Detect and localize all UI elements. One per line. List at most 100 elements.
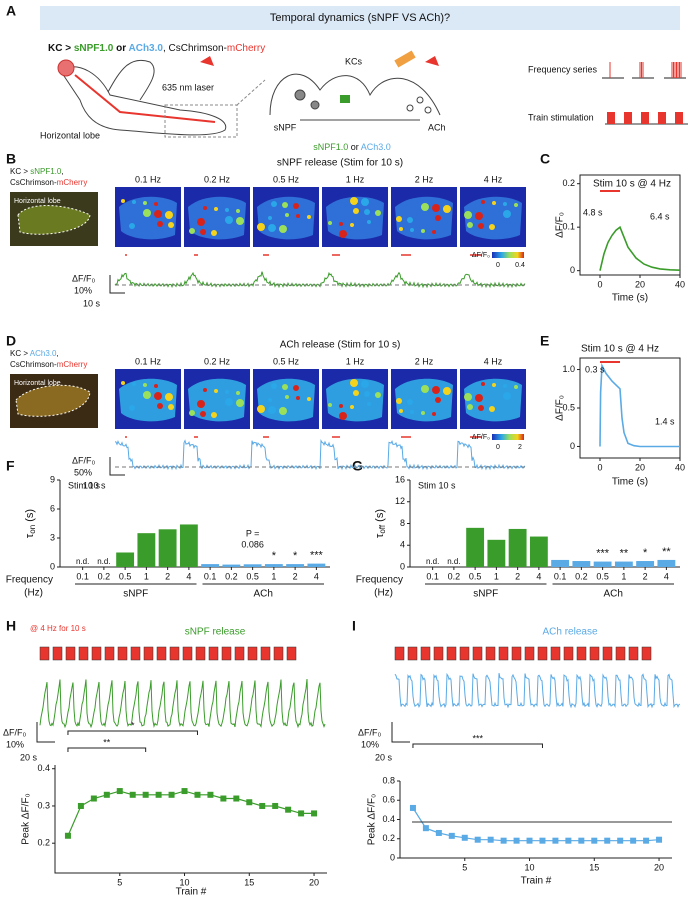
bar [201, 564, 220, 567]
pulse-train [550, 646, 561, 661]
colorbar-label: ΔF/F₀ [472, 434, 490, 441]
pulse-train [524, 646, 535, 661]
pulse-train [459, 646, 470, 661]
heatmap-spot [225, 216, 233, 224]
heatmap-spot [157, 221, 163, 227]
group-label: ACh [254, 589, 273, 600]
heatmap-spot [154, 210, 162, 218]
x-tick-label: 0.2 [225, 571, 238, 581]
heatmap-spot [396, 398, 402, 404]
panel-title: sNPF release (Stim for 10 s) [277, 158, 403, 169]
data-line [67, 790, 314, 837]
data-point [513, 837, 520, 844]
pulse-train [658, 112, 666, 124]
scale-label: 50% [74, 467, 92, 477]
heatmap-spot [432, 412, 436, 416]
x-tick-label: 0 [597, 462, 602, 472]
pulse-train [273, 646, 284, 661]
pulse-train [511, 646, 522, 661]
lobe-outline [15, 384, 91, 417]
data-point [435, 829, 442, 836]
y-axis-label: ΔF/F₀ [555, 212, 566, 238]
heatmap-spot [168, 404, 174, 410]
x-tick-label: 10 [180, 877, 190, 887]
data-point [220, 795, 227, 802]
genotype: KC > sNPF1.0, [10, 167, 64, 176]
heatmap-spot [211, 412, 217, 418]
heatmap-spot [154, 384, 158, 388]
data-point [552, 837, 559, 844]
pulse-train [286, 646, 297, 661]
heatmap-spot [421, 203, 429, 211]
data-point [604, 837, 611, 844]
significance-bracket [67, 747, 147, 752]
trace [39, 678, 326, 729]
bar [636, 561, 655, 567]
pulse-train [394, 646, 405, 661]
data-point [578, 837, 585, 844]
heatmap-spot [132, 200, 136, 204]
chart-title: ACh release [542, 627, 597, 638]
heatmap-spot [503, 392, 511, 400]
heatmap-spot [339, 404, 343, 408]
x-tick-label: 5 [462, 862, 467, 872]
significance-label: * [272, 550, 277, 562]
heatmap-spot [399, 227, 403, 231]
pulse-train [607, 112, 615, 124]
heatmap-spot [339, 412, 347, 420]
heatmap-spot [503, 384, 507, 388]
significance-label: *** [596, 547, 610, 559]
bar [614, 561, 633, 567]
data-point [409, 804, 416, 811]
heatmap-spot [443, 205, 451, 213]
lobe-label: Horizontal lobe [14, 198, 61, 205]
heatmap-spot [350, 379, 358, 387]
significance-label: * [293, 550, 298, 562]
data-point [129, 791, 136, 798]
data-point [116, 788, 123, 795]
heatmap-tissue [119, 196, 177, 240]
bar [158, 529, 177, 567]
bar [222, 564, 241, 567]
x-tick-label: 4 [664, 571, 669, 581]
group-label: sNPF [123, 589, 148, 600]
scale-label: 10 s [83, 298, 101, 308]
frequency-label: 0.5 Hz [273, 174, 300, 184]
heatmap-spot [407, 399, 413, 405]
pulse-train [78, 646, 89, 661]
y-axis-label-part: off [378, 524, 387, 534]
pulse-train [182, 646, 193, 661]
x-tick-label: 15 [589, 862, 599, 872]
colorbar-tick: 0 [496, 262, 500, 269]
x-tick-label: 20 [654, 862, 664, 872]
pulse-train [675, 112, 683, 124]
x-tick-label: 0.2 [98, 571, 111, 581]
y-tick-label: 0.4 [37, 763, 50, 773]
pulse-train [641, 112, 649, 124]
heatmap-spot [211, 230, 217, 236]
data-line [599, 225, 681, 271]
heatmap-spot [285, 395, 289, 399]
panel-label: E [540, 333, 549, 349]
significance-bracket [412, 743, 543, 748]
data-point [474, 836, 481, 843]
data-point [448, 832, 455, 839]
bar [487, 539, 506, 567]
heatmap-spot [443, 387, 451, 395]
heatmap-spot [143, 209, 151, 217]
annotation: 6.4 s [650, 211, 670, 221]
pulse-train [433, 646, 444, 661]
axes [579, 174, 681, 276]
heatmap-spot [257, 223, 265, 231]
heatmap-spot [214, 389, 218, 393]
data-point [64, 832, 71, 839]
snpf-label: sNPF [274, 122, 297, 132]
bar [264, 564, 283, 567]
heatmap-spot [432, 386, 440, 394]
heatmap-spot [367, 402, 371, 406]
frequency-label: 0.1 Hz [135, 356, 162, 366]
y-tick-label: 0.2 [37, 838, 50, 848]
panel-label: G [352, 458, 363, 474]
heatmap-tissue [188, 378, 246, 422]
scale-bar [109, 457, 125, 476]
